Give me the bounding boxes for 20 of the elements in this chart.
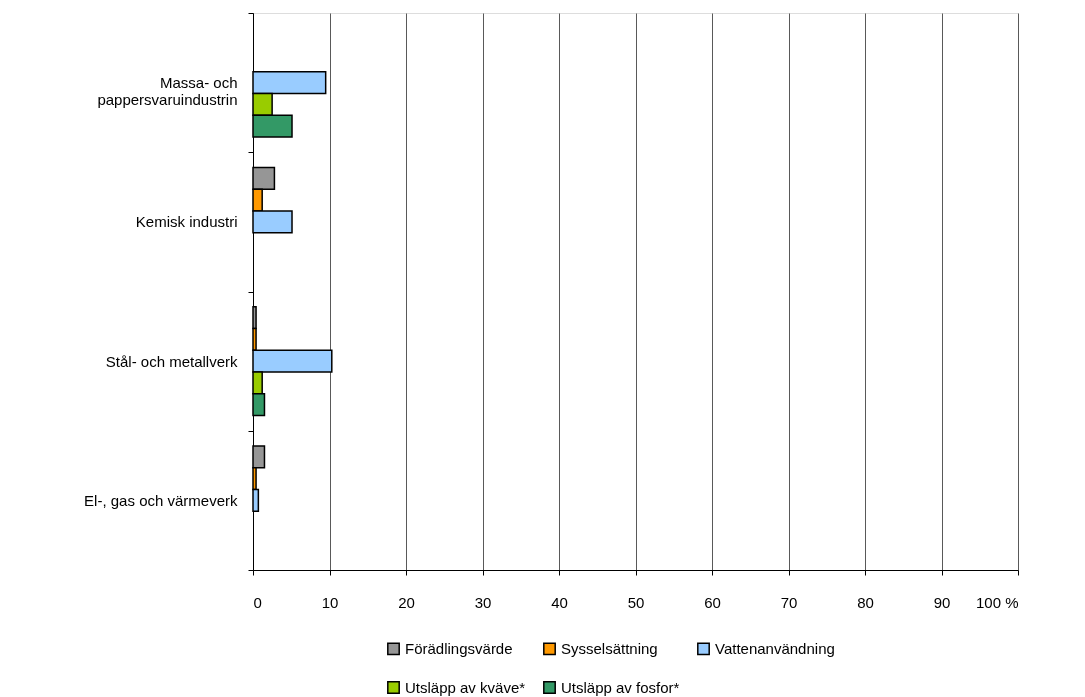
y-tick-label: Kemisk industri bbox=[135, 213, 238, 231]
x-tick-label: 0 bbox=[253, 593, 262, 611]
x-tick-label: 60 bbox=[704, 593, 721, 611]
legend-label: Sysselsättning bbox=[561, 639, 658, 657]
legend-label: Vattenanvändning bbox=[715, 639, 835, 657]
x-tick-label: 70 bbox=[780, 593, 798, 611]
legend-label: Förädlingsvärde bbox=[405, 639, 513, 657]
legend-label: Utsläpp av fosfor* bbox=[561, 678, 680, 696]
legend-label: Utsläpp av kväve* bbox=[405, 678, 526, 696]
x-tick-label: 80 bbox=[857, 593, 874, 611]
x-tick-label: 10 bbox=[321, 593, 339, 611]
x-tick-label: 20 bbox=[398, 593, 415, 611]
x-tick-label: 100 % bbox=[975, 593, 1019, 611]
x-tick-label: 90 bbox=[933, 593, 951, 611]
x-tick-label: 30 bbox=[474, 593, 492, 611]
y-tick-label: El-, gas och värmeverk bbox=[84, 491, 238, 509]
x-tick-label: 50 bbox=[627, 593, 645, 611]
y-tick-label: Massa- och pappersvaruindustrin bbox=[97, 74, 238, 109]
y-tick-label: Stål- och metallverk bbox=[105, 352, 238, 370]
x-tick-label: 40 bbox=[551, 593, 568, 611]
